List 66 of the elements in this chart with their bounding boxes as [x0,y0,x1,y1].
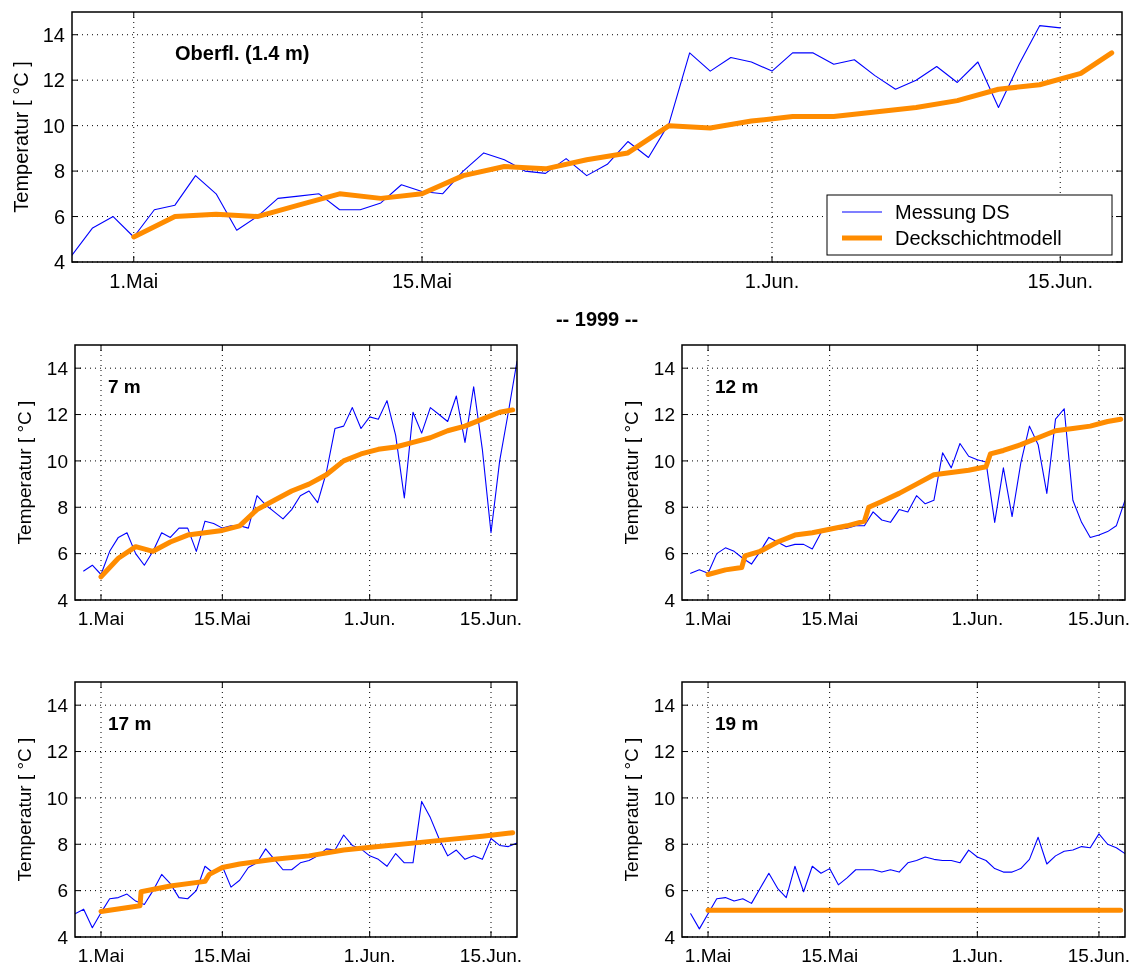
x-tick-label: 15.Mai [193,945,251,966]
y-tick-label: 14 [42,23,65,46]
y-axis-title: Temperatur [ °C ] [14,737,35,882]
y-tick-label: 10 [46,450,68,472]
y-tick-label: 8 [664,833,675,855]
y-tick-label: 14 [46,357,69,379]
y-tick-label: 14 [653,357,676,379]
x-tick-label: 1.Mai [77,608,125,629]
y-tick-label: 12 [46,741,68,763]
y-tick-label: 4 [57,589,69,611]
line-series [75,800,517,929]
y-tick-label: 4 [664,589,676,611]
y-tick-label: 8 [57,496,68,518]
x-tick-label: 1.Jun. [951,608,1004,629]
y-tick-label: 10 [42,114,65,137]
x-tick-label: 15.Mai [801,608,859,629]
x-tick-label: 15.Mai [193,608,251,629]
x-tick-label: 1.Jun. [744,270,800,292]
line-series [72,25,1061,256]
y-tick-label: 8 [664,496,675,518]
y-tick-label: 4 [57,926,69,948]
y-axis-title: Temperatur [ °C ] [621,400,642,545]
y-tick-label: 6 [57,543,68,565]
x-axis-title: -- 1999 -- [555,308,639,330]
y-tick-label: 10 [653,450,675,472]
y-tick-label: 12 [46,404,68,426]
x-tick-label: 15.Jun. [1067,608,1131,629]
line-series [690,833,1125,930]
y-axis-title: Temperatur [ °C ] [10,61,32,213]
y-tick-label: 8 [53,160,65,183]
legend-label: Messung DS [895,201,1010,223]
text: 19 m [715,713,759,734]
y-tick-label: 6 [664,543,675,565]
x-tick-label: 15.Mai [801,945,859,966]
x-tick-label: 15.Jun. [459,608,523,629]
x-tick-label: 15.Jun. [1067,945,1131,966]
text: 17 m [108,713,152,734]
y-tick-label: 10 [46,787,68,809]
y-tick-label: 14 [46,694,69,716]
y-tick-label: 12 [653,741,675,763]
x-tick-label: 1.Jun. [951,945,1004,966]
y-axis-title: Temperatur [ °C ] [14,400,35,545]
y-tick-label: 12 [42,69,65,92]
x-tick-label: 1.Mai [684,945,732,966]
y-tick-label: 6 [664,880,675,902]
y-tick-label: 4 [664,926,676,948]
y-tick-label: 6 [57,880,68,902]
x-tick-label: 15.Mai [391,270,453,292]
x-tick-label: 15.Jun. [1027,270,1094,292]
y-tick-label: 14 [653,694,676,716]
legend-label: Deckschichtmodell [895,227,1062,249]
x-tick-label: 1.Jun. [343,945,396,966]
x-tick-label: 1.Jun. [343,608,396,629]
y-tick-label: 8 [57,833,68,855]
x-tick-label: 1.Mai [684,608,732,629]
y-tick-label: 10 [653,787,675,809]
x-tick-label: 1.Mai [77,945,125,966]
y-tick-label: 12 [653,404,675,426]
text: 12 m [715,376,759,397]
text: Oberfl. (1.4 m) [175,42,310,64]
y-tick-label: 6 [53,205,65,228]
y-axis-title: Temperatur [ °C ] [621,737,642,882]
y-tick-label: 4 [53,251,65,273]
text: 7 m [108,376,141,397]
x-tick-label: 1.Mai [109,270,159,292]
x-tick-label: 15.Jun. [459,945,523,966]
